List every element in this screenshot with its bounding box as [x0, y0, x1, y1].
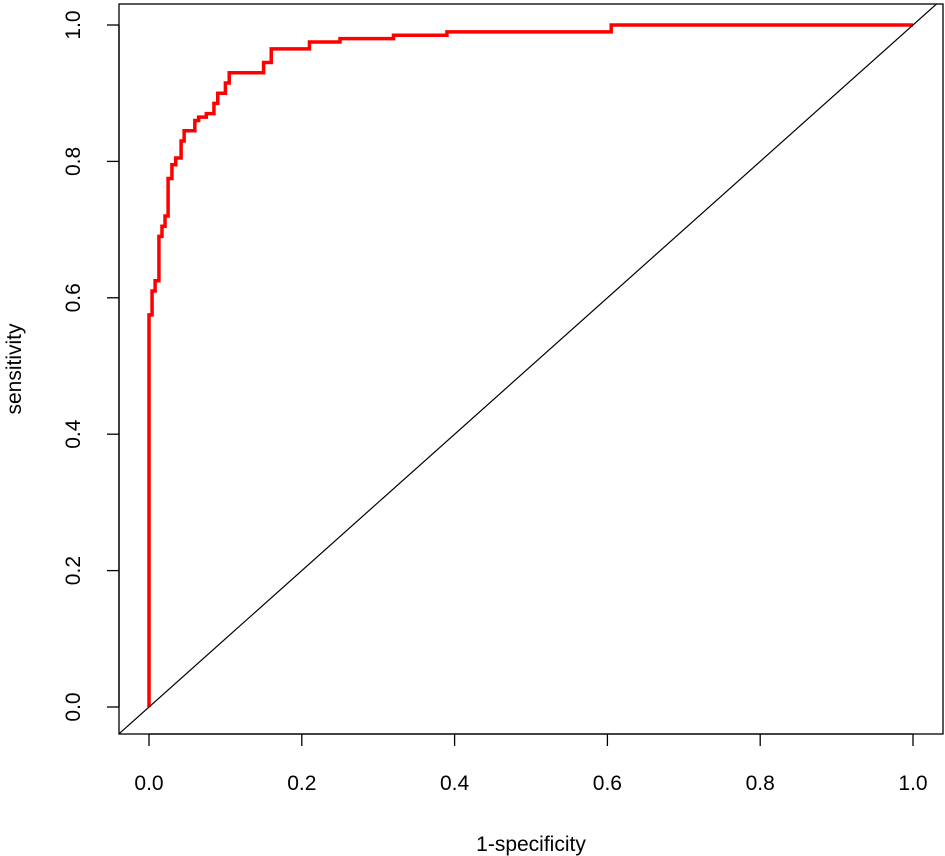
x-axis: 0.0 0.2 0.4 0.6 0.8 1.0: [134, 733, 928, 795]
x-tick-label: 0.2: [287, 772, 316, 795]
y-tick-label: 0.4: [62, 419, 85, 449]
x-tick-label: 0.8: [746, 772, 775, 795]
x-tick-label: 0.4: [440, 772, 470, 795]
plot-area-frame: [118, 3, 944, 735]
y-tick-label: 0.0: [62, 692, 85, 721]
roc-curve: [147, 23, 913, 707]
x-tick-label: 0.6: [593, 772, 622, 795]
x-tick-label: 1.0: [898, 772, 927, 795]
y-axis-title: sensitivity: [3, 323, 26, 415]
y-tick-label: 0.6: [62, 283, 85, 312]
y-tick-label: 0.8: [62, 147, 85, 176]
y-tick-label: 1.0: [62, 10, 85, 39]
x-axis-title: 1-specificity: [476, 833, 586, 856]
reference-diagonal: [119, 4, 938, 734]
y-tick-label: 0.2: [62, 556, 85, 585]
y-axis: 0.0 0.2 0.4 0.6 0.8 1.0: [62, 10, 120, 722]
x-tick-label: 0.0: [134, 772, 163, 795]
series-layer: [119, 4, 938, 734]
